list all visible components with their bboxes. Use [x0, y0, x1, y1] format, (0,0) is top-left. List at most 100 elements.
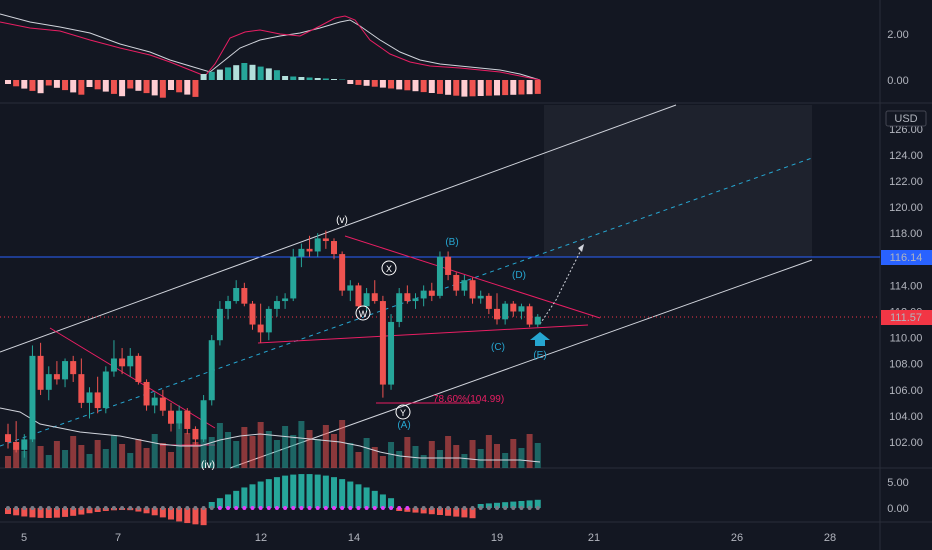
histogram-bar-top — [208, 71, 215, 80]
volume-bar — [110, 435, 117, 468]
histogram-bar-top — [86, 80, 93, 87]
price-axis-tick: 104.00 — [889, 411, 923, 423]
volume-bar — [322, 425, 329, 468]
wave-label-a: (A) — [397, 420, 410, 431]
time-axis-tick: 12 — [255, 532, 267, 544]
histogram-bar-bottom — [5, 508, 11, 514]
histogram-bar-top — [290, 76, 297, 80]
candle-body — [273, 301, 280, 309]
price-pane[interactable]: (v) (iv) W X Y (A) (B) (C) (D) (E) 78.60… — [0, 104, 880, 471]
candle-body — [453, 274, 460, 291]
histogram-bar-top — [257, 66, 264, 80]
indicator-top-tick: 0.00 — [887, 75, 908, 87]
squeeze-dot — [136, 506, 141, 510]
squeeze-dot — [87, 506, 92, 510]
histogram-bar-top — [379, 80, 386, 88]
histogram-bar-top — [135, 80, 142, 91]
volume-bar — [249, 436, 256, 468]
histogram-bar-bottom — [233, 490, 240, 508]
up-arrow-icon — [530, 332, 550, 346]
volume-bar — [445, 436, 452, 468]
candle-body — [37, 355, 44, 390]
squeeze-dot — [332, 506, 336, 510]
candle-body — [526, 306, 533, 325]
squeeze-dot — [234, 506, 239, 510]
volume-bar — [469, 440, 476, 468]
candle-body — [249, 303, 256, 325]
squeeze-dot — [486, 506, 491, 510]
candle-body — [127, 355, 134, 367]
candle-body — [29, 355, 36, 440]
histogram-bar-top — [436, 80, 443, 94]
volume-bar — [168, 452, 174, 468]
squeeze-dot — [535, 506, 540, 510]
indicator-pane-bottom[interactable] — [5, 474, 541, 526]
squeeze-dot — [63, 506, 68, 510]
volume-bar — [102, 449, 109, 468]
histogram-bar-bottom — [37, 508, 44, 518]
histogram-bar-top — [70, 80, 77, 93]
indicator-pane-top[interactable] — [0, 13, 541, 98]
candle-body — [208, 340, 215, 401]
volume-bar — [477, 449, 484, 468]
histogram-bar-top — [241, 63, 248, 80]
indicator-top-tick: 2.00 — [887, 29, 908, 41]
squeeze-dot — [470, 506, 475, 510]
wave-label-v: (v) — [336, 215, 348, 226]
macd-line-white — [0, 13, 541, 81]
histogram-bar-bottom — [510, 501, 517, 508]
volume-bar — [233, 441, 240, 468]
squeeze-dot — [144, 506, 149, 510]
volume-bar — [436, 450, 443, 468]
wave-marker-y: Y — [395, 404, 411, 420]
histogram-bar-top — [453, 80, 460, 96]
candle-body — [355, 285, 362, 307]
histogram-bar-top — [306, 77, 313, 80]
histogram-bar-top — [5, 80, 11, 84]
histogram-bar-top — [314, 78, 321, 80]
volume-bar — [159, 443, 166, 468]
histogram-bar-top — [396, 80, 403, 90]
squeeze-dot — [160, 506, 165, 510]
volume-bar — [225, 432, 232, 468]
volume-bar — [127, 453, 134, 468]
squeeze-dot — [462, 506, 467, 510]
volume-bar — [518, 448, 525, 468]
histogram-bar-top — [151, 80, 158, 96]
candle-body — [502, 303, 509, 320]
volume-bar — [388, 442, 395, 468]
histogram-bar-top — [184, 80, 191, 95]
candle-body — [13, 442, 20, 450]
volume-bar — [347, 443, 354, 468]
volume-bar — [420, 455, 427, 468]
candle-body — [322, 238, 329, 242]
squeeze-dot — [503, 506, 508, 510]
triangle-upper-line — [344, 235, 601, 319]
volume-bar — [216, 423, 223, 468]
histogram-bar-top — [143, 80, 150, 94]
projection-zone — [544, 105, 812, 257]
histogram-bar-top — [355, 80, 362, 85]
histogram-bar-top — [78, 80, 85, 95]
currency-label: USD — [894, 113, 917, 125]
volume-bar — [510, 439, 517, 468]
currency-box[interactable] — [885, 110, 927, 127]
squeeze-dots — [6, 506, 540, 510]
histogram-bar-bottom — [45, 508, 52, 518]
histogram-bar-top — [485, 80, 492, 96]
histogram-bar-top — [298, 77, 305, 80]
squeeze-dot — [226, 506, 231, 510]
signal-line-red — [0, 15, 541, 81]
squeeze-dot — [364, 506, 369, 510]
squeeze-dot — [14, 506, 19, 510]
histogram-bar-bottom — [159, 508, 166, 518]
volume-bar — [273, 440, 280, 468]
histogram-bar-top — [119, 80, 126, 97]
price-axis[interactable]: 102.00104.00106.00108.00110.00112.00114.… — [887, 29, 923, 515]
squeeze-dot — [209, 506, 214, 510]
volume-bar — [45, 455, 52, 468]
time-axis[interactable]: 5 7 12 14 19 21 26 28 — [21, 532, 836, 544]
time-axis-tick: 14 — [348, 532, 360, 544]
price-axis-tick: 114.00 — [890, 280, 923, 292]
